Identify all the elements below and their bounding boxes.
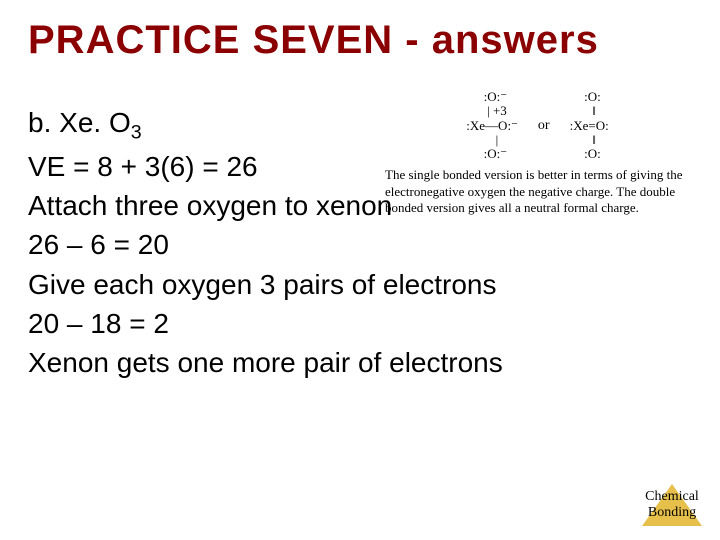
footer-line-1: Chemical bbox=[645, 489, 699, 504]
footer-text: Chemical Bonding bbox=[642, 489, 702, 520]
body-line-7: Xenon gets one more pair of electrons bbox=[28, 343, 692, 382]
line1-subscript: 3 bbox=[131, 122, 142, 144]
or-label: or bbox=[538, 118, 550, 134]
slide: PRACTICE SEVEN - answers b. Xe. O3 VE = … bbox=[0, 0, 720, 540]
lewis-structure-2: :O: ‖ :Xe=O: ‖ :O: bbox=[570, 90, 609, 161]
body-line-5: Give each oxygen 3 pairs of electrons bbox=[28, 265, 692, 304]
footer-logo: Chemical Bonding bbox=[642, 489, 702, 526]
lewis-structures-row: :O:⁻ | +3 :Xe—O:⁻ | :O:⁻ or :O: ‖ :Xe=O:… bbox=[385, 90, 690, 161]
slide-title: PRACTICE SEVEN - answers bbox=[28, 18, 692, 63]
body-line-4: 26 – 6 = 20 bbox=[28, 225, 692, 264]
body-line-6: 20 – 18 = 2 bbox=[28, 304, 692, 343]
figure-block: :O:⁻ | +3 :Xe—O:⁻ | :O:⁻ or :O: ‖ :Xe=O:… bbox=[385, 90, 690, 216]
line1-prefix: b. bbox=[28, 107, 59, 138]
line1-formula: Xe. O bbox=[59, 107, 131, 138]
footer-line-2: Bonding bbox=[648, 505, 696, 520]
figure-caption: The single bonded version is better in t… bbox=[385, 167, 690, 216]
lewis-structure-1: :O:⁻ | +3 :Xe—O:⁻ | :O:⁻ bbox=[466, 90, 518, 161]
